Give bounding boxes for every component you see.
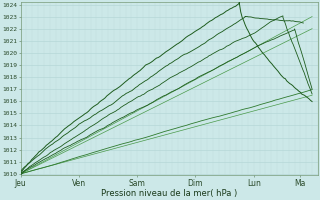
X-axis label: Pression niveau de la mer( hPa ): Pression niveau de la mer( hPa ) <box>101 189 237 198</box>
